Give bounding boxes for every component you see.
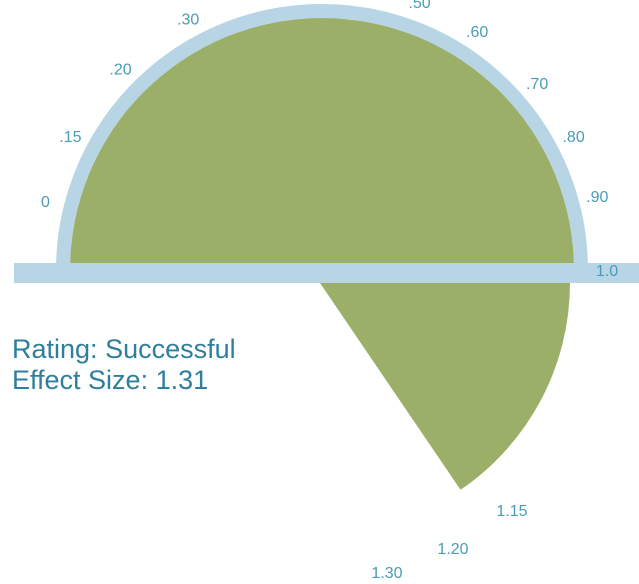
lower-tick-label: 1.20 [437,541,468,558]
effect-size-value: 1.31 [155,365,209,395]
gauge-lower-fill [320,283,570,490]
upper-tick-label: .90 [586,189,608,206]
upper-tick-label: .20 [109,62,131,79]
upper-tick-label: .60 [466,24,488,41]
upper-tick-label: .50 [408,0,430,12]
rating-value: Successful [105,334,236,364]
rating-label: Rating: [12,334,98,364]
lower-tick-label: 1.15 [496,503,527,520]
gauge-upper-fill [70,18,574,270]
gauge-track-arc [56,4,588,271]
effect-size-label: Effect Size: [12,365,149,395]
upper-tick-label: .70 [526,76,548,93]
lower-tick-label: 1.30 [371,565,402,582]
gauge-baseline-bar [14,263,639,283]
rating-line: Rating: Successful [12,334,236,365]
upper-tick-label: 0 [41,194,50,211]
upper-tick-label: .80 [562,129,584,146]
upper-tick-label: .15 [59,129,81,146]
effect-size-line: Effect Size: 1.31 [12,365,236,396]
upper-tick-label: 1.0 [596,263,618,280]
rating-summary: Rating: Successful Effect Size: 1.31 [12,334,236,396]
gauge-tick-labels: 0.15.20.30.40.50.60.70.80.901.01.151.201… [41,0,618,582]
upper-tick-label: .30 [177,11,199,28]
